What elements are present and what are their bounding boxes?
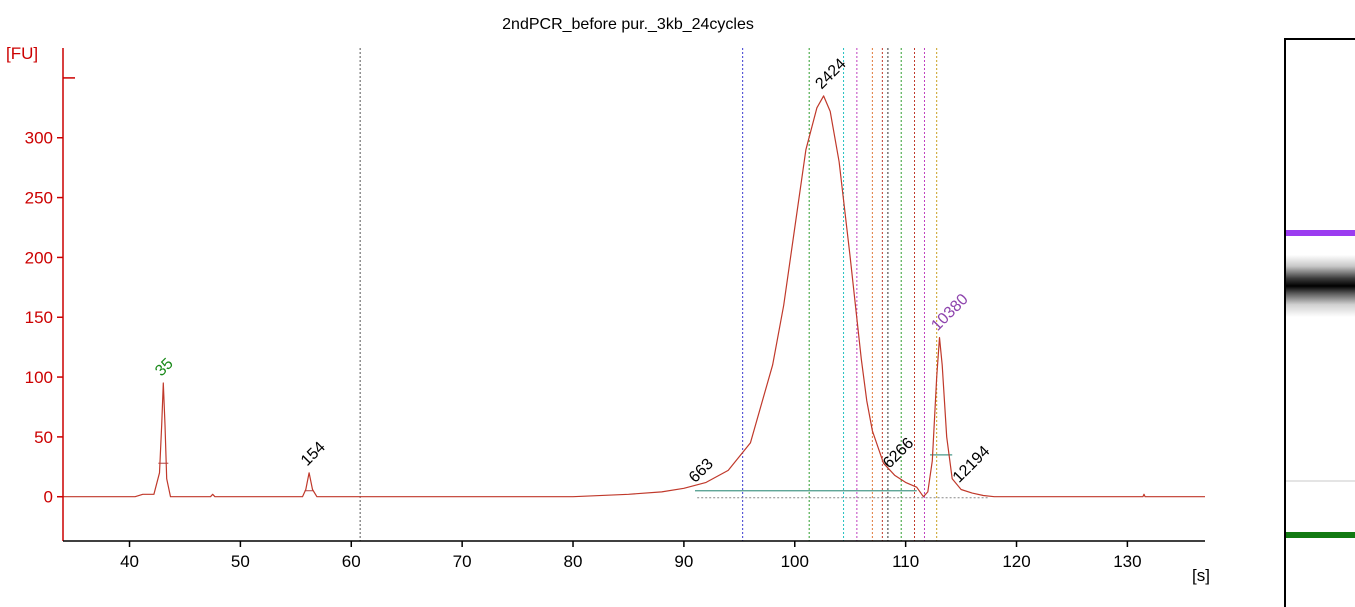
- peak-labels: 35 154 663 2424 6266 10380 12194: [152, 55, 993, 486]
- y-axis-label: [FU]: [6, 44, 38, 63]
- x-tick-label: 130: [1113, 552, 1141, 571]
- marker-lines: [158, 48, 989, 541]
- peak-label: 6266: [880, 435, 917, 472]
- y-tick-label: 0: [44, 488, 53, 507]
- x-tick-label: 60: [342, 552, 361, 571]
- peak-label: 10380: [928, 291, 972, 335]
- peak-label: 12194: [950, 443, 994, 487]
- y-tick-label: 250: [25, 189, 53, 208]
- y-tick-label: 200: [25, 248, 53, 267]
- trace: [63, 95, 1205, 498]
- x-tick-label: 50: [231, 552, 250, 571]
- y-tick-label: 50: [34, 428, 53, 447]
- x-tick-label: 40: [120, 552, 139, 571]
- y-tick-label: 100: [25, 368, 53, 387]
- x-tick-label: 80: [564, 552, 583, 571]
- peak-label: 35: [152, 355, 177, 380]
- gel-band-faint: [1286, 480, 1355, 482]
- peak-label: 663: [686, 455, 717, 486]
- x-axis-label: [s]: [1192, 566, 1210, 585]
- x-tick-label: 70: [453, 552, 472, 571]
- y-tick-label: 150: [25, 308, 53, 327]
- peak-label: 154: [298, 439, 329, 470]
- x-tick-label: 110: [892, 552, 919, 571]
- x-tick-label: 120: [1002, 552, 1030, 571]
- chart-title: 2ndPCR_before pur._3kb_24cycles: [502, 16, 754, 33]
- peak-label: 2424: [812, 55, 849, 92]
- x-tick-label: 100: [781, 552, 809, 571]
- x-tick-label: 90: [674, 552, 693, 571]
- gel-band-sample: [1286, 255, 1355, 317]
- electropherogram-chart: 2ndPCR_before pur._3kb_24cycles [FU] [s]…: [6, 16, 1210, 585]
- series-line-0: [63, 95, 1205, 498]
- gel-band-upper-marker: [1286, 230, 1355, 236]
- axes: 0 50 100 150 200 250 300 40 50 60 70 80 90 100 110 120 1…: [25, 48, 1205, 571]
- gel-lane: [1284, 38, 1355, 607]
- gel-band-lower-marker: [1286, 532, 1355, 538]
- y-tick-label: 300: [25, 129, 53, 148]
